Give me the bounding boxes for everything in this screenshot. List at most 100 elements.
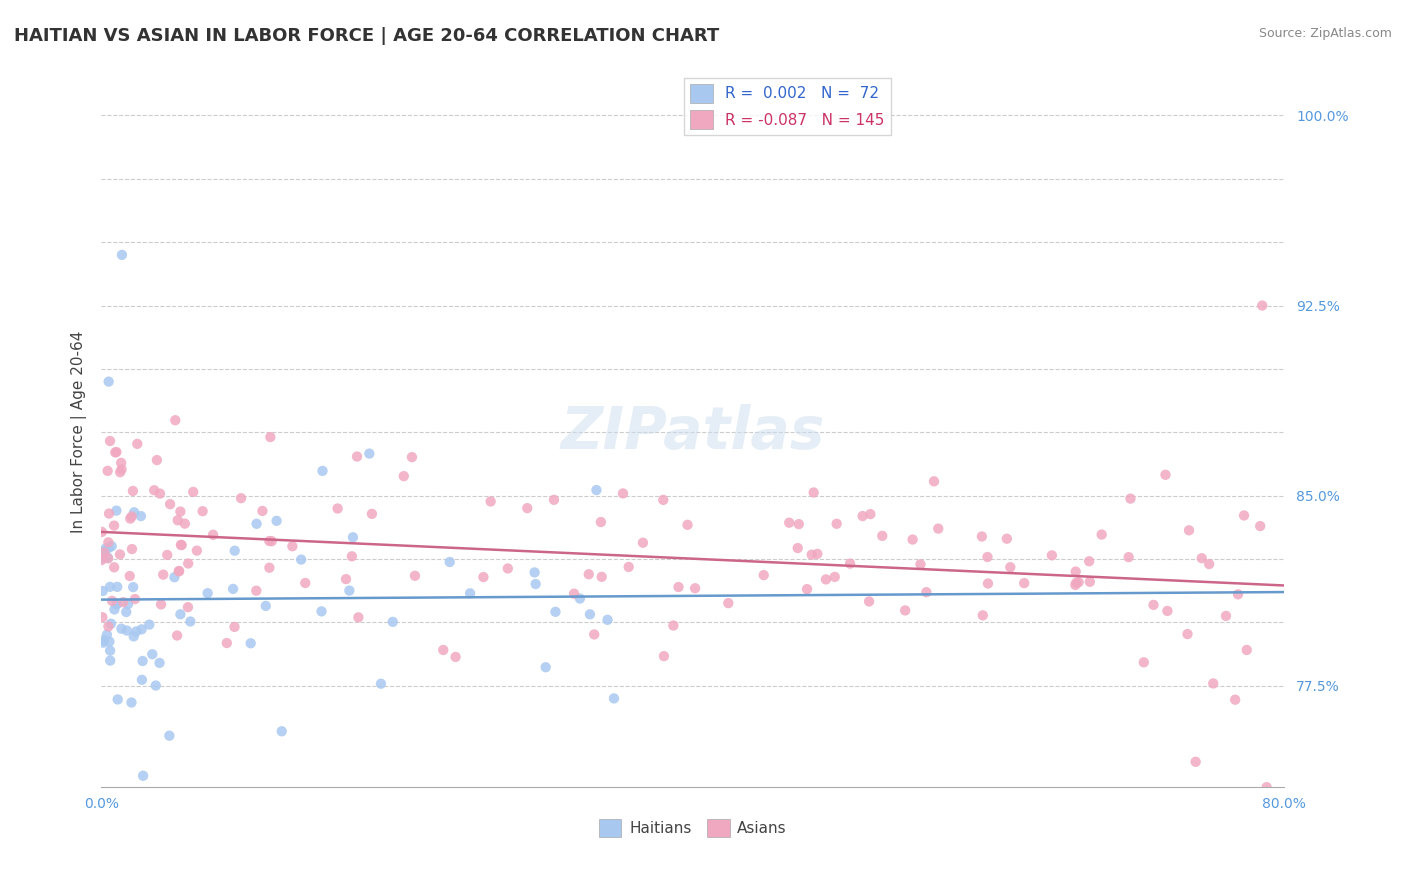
- Point: [1067, 575, 1090, 590]
- Point: [105, 597, 128, 611]
- Point: [1040, 549, 1063, 563]
- Point: [105, 580, 128, 594]
- Point: [290, 552, 312, 566]
- Point: [1119, 491, 1142, 506]
- Point: [578, 567, 600, 582]
- Point: [858, 594, 880, 608]
- Point: [479, 494, 502, 508]
- Point: [110, 622, 132, 636]
- Point: [346, 450, 368, 464]
- Point: [652, 492, 675, 507]
- Point: [157, 729, 180, 743]
- Point: [458, 586, 481, 600]
- Point: [872, 529, 894, 543]
- Point: [97, 375, 120, 389]
- Point: [1249, 519, 1271, 533]
- Point: [787, 517, 810, 532]
- Point: [370, 677, 392, 691]
- Point: [138, 617, 160, 632]
- Point: [910, 558, 932, 572]
- Point: [105, 503, 128, 517]
- Text: Source: ZipAtlas.com: Source: ZipAtlas.com: [1258, 27, 1392, 40]
- Point: [103, 602, 125, 616]
- Point: [224, 543, 246, 558]
- Point: [516, 501, 538, 516]
- Point: [1154, 467, 1177, 482]
- Point: [404, 568, 426, 582]
- Point: [335, 572, 357, 586]
- Point: [148, 656, 170, 670]
- Point: [177, 557, 200, 571]
- Point: [1223, 692, 1246, 706]
- Point: [676, 517, 699, 532]
- Point: [112, 595, 135, 609]
- Point: [186, 543, 208, 558]
- Point: [444, 649, 467, 664]
- Point: [972, 608, 994, 623]
- Point: [229, 491, 252, 506]
- Point: [254, 599, 277, 613]
- Point: [91, 584, 114, 599]
- Point: [115, 605, 138, 619]
- Point: [127, 437, 149, 451]
- Point: [170, 538, 193, 552]
- Point: [311, 464, 333, 478]
- Point: [839, 557, 862, 571]
- Legend: Haitians, Asians: Haitians, Asians: [592, 813, 793, 843]
- Point: [170, 538, 193, 552]
- Point: [166, 513, 188, 527]
- Point: [98, 507, 121, 521]
- Point: [543, 492, 565, 507]
- Point: [915, 585, 938, 599]
- Point: [260, 534, 283, 549]
- Y-axis label: In Labor Force | Age 20-64: In Labor Force | Age 20-64: [72, 331, 87, 533]
- Point: [803, 485, 825, 500]
- Point: [579, 607, 602, 622]
- Point: [169, 607, 191, 622]
- Point: [1064, 565, 1087, 579]
- Point: [122, 580, 145, 594]
- Point: [122, 483, 145, 498]
- Point: [631, 535, 654, 549]
- Point: [97, 541, 120, 555]
- Point: [612, 486, 634, 500]
- Point: [1251, 299, 1274, 313]
- Point: [585, 483, 607, 497]
- Text: HAITIAN VS ASIAN IN LABOR FORCE | AGE 20-64 CORRELATION CHART: HAITIAN VS ASIAN IN LABOR FORCE | AGE 20…: [14, 27, 720, 45]
- Point: [149, 486, 172, 500]
- Point: [118, 569, 141, 583]
- Point: [93, 633, 115, 648]
- Point: [110, 462, 132, 476]
- Point: [472, 570, 495, 584]
- Point: [146, 453, 169, 467]
- Point: [222, 582, 245, 596]
- Point: [117, 597, 139, 611]
- Point: [173, 516, 195, 531]
- Point: [167, 564, 190, 578]
- Point: [111, 248, 134, 262]
- Point: [224, 620, 246, 634]
- Point: [294, 576, 316, 591]
- Point: [132, 769, 155, 783]
- Point: [93, 545, 115, 559]
- Point: [852, 509, 875, 524]
- Point: [1091, 527, 1114, 541]
- Point: [93, 545, 115, 559]
- Point: [105, 445, 128, 459]
- Point: [1078, 574, 1101, 589]
- Point: [342, 530, 364, 544]
- Point: [901, 533, 924, 547]
- Point: [110, 456, 132, 470]
- Point: [1178, 523, 1201, 537]
- Point: [589, 515, 612, 529]
- Point: [131, 654, 153, 668]
- Point: [432, 643, 454, 657]
- Point: [122, 505, 145, 519]
- Point: [970, 529, 993, 543]
- Point: [91, 551, 114, 566]
- Point: [1215, 608, 1237, 623]
- Point: [103, 560, 125, 574]
- Point: [145, 679, 167, 693]
- Point: [152, 567, 174, 582]
- Point: [131, 673, 153, 687]
